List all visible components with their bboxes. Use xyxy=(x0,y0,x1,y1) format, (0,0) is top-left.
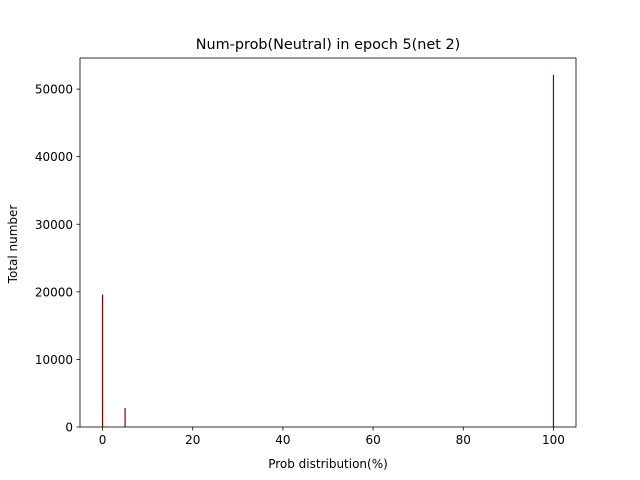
chart-title: Num-prob(Neutral) in epoch 5(net 2) xyxy=(196,37,461,53)
x-tick-label-40: 40 xyxy=(275,433,290,447)
x-tick-label-0: 0 xyxy=(99,433,107,447)
x-tick-label-60: 60 xyxy=(365,433,380,447)
x-tick-label-80: 80 xyxy=(456,433,471,447)
plot-area: 0 20 40 60 80 100 0 10000 20000 30000 40000 50000 xyxy=(35,57,577,447)
y-tick-label-30000: 30000 xyxy=(35,218,73,232)
y-axis-label: Total number xyxy=(6,205,20,285)
y-tick-label-40000: 40000 xyxy=(35,150,73,164)
y-tick-label-10000: 10000 xyxy=(35,353,73,367)
x-tick-label-20: 20 xyxy=(185,433,200,447)
bar-0 xyxy=(101,294,104,427)
plot-frame xyxy=(79,57,577,428)
bar-2 xyxy=(552,74,555,428)
bar-1 xyxy=(124,408,126,427)
y-tick-label-20000: 20000 xyxy=(35,285,73,299)
y-tick-label-0: 0 xyxy=(65,421,73,435)
y-tick-label-50000: 50000 xyxy=(35,83,73,97)
x-tick-label-100: 100 xyxy=(542,433,565,447)
x-axis-label: Prob distribution(%) xyxy=(268,457,388,471)
